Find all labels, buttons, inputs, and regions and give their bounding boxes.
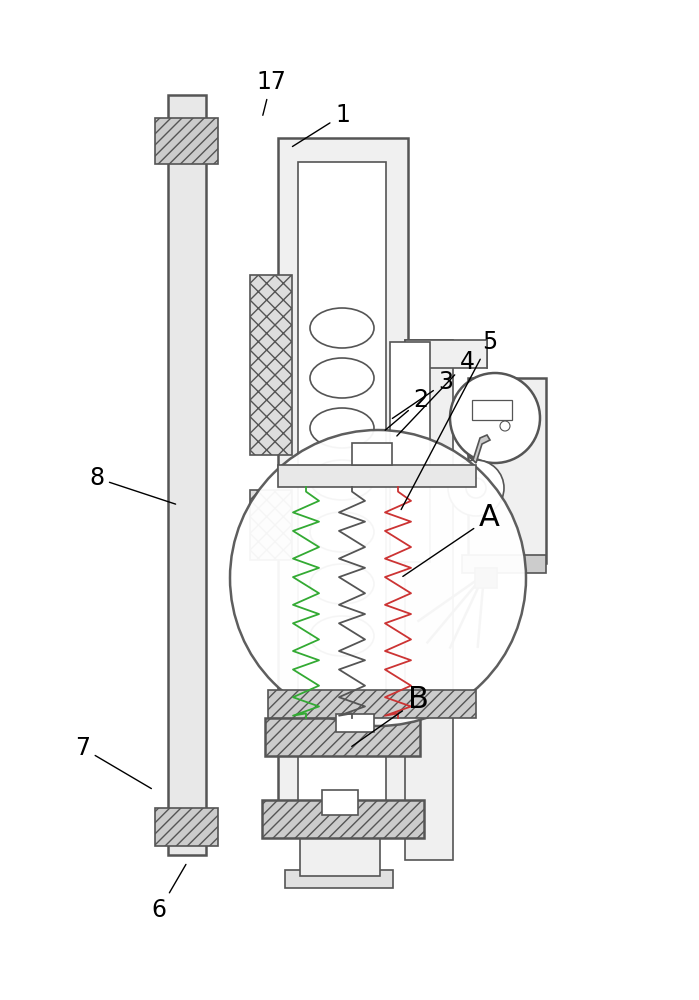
Bar [322,690,358,714]
Bar [168,95,206,855]
Bar [322,790,358,815]
Bar [352,443,392,465]
Text: A: A [403,504,500,576]
Circle shape [500,421,510,431]
Circle shape [230,430,526,726]
Bar [298,162,386,807]
Bar [390,342,430,562]
Bar [250,275,292,455]
Bar [285,870,393,888]
Ellipse shape [310,358,374,398]
Bar [475,568,497,588]
Ellipse shape [310,460,374,500]
Text: 2: 2 [385,388,428,430]
Bar [250,490,292,560]
Circle shape [466,478,486,498]
Ellipse shape [310,308,374,348]
Text: 3: 3 [392,370,454,418]
Bar [468,378,546,563]
Text: B: B [352,686,428,746]
Bar [278,138,408,833]
Text: 4: 4 [397,350,475,436]
Circle shape [450,373,540,463]
Bar [405,340,487,368]
Text: 17: 17 [257,70,286,115]
Text: 5: 5 [401,330,497,510]
Polygon shape [468,435,490,463]
Circle shape [448,460,504,516]
Text: 1: 1 [292,103,350,147]
Bar [278,465,476,487]
Bar [262,800,424,838]
Ellipse shape [310,616,374,656]
Bar [336,714,374,732]
Bar [405,340,453,860]
Bar [155,118,218,164]
Bar [265,718,420,756]
Ellipse shape [310,512,374,552]
Text: 7: 7 [75,736,152,789]
Ellipse shape [310,564,374,604]
Ellipse shape [310,408,374,448]
Bar [300,838,380,876]
Bar [462,555,546,573]
Text: 6: 6 [152,864,186,922]
Bar [155,808,218,846]
Bar [268,690,476,718]
Bar [472,400,512,420]
Text: 8: 8 [89,466,175,504]
